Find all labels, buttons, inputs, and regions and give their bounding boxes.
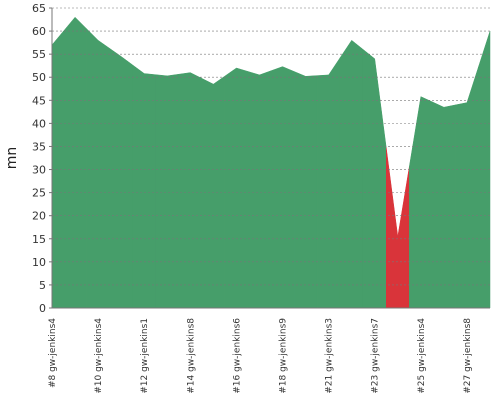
y-tick-label: 65: [32, 2, 46, 15]
x-tick-label: #16 gw-jenkins6: [232, 318, 242, 394]
y-tick-label: 15: [32, 233, 46, 246]
y-tick-label: 20: [32, 210, 46, 223]
x-tick-label: #8 gw-jenkins4: [48, 318, 58, 388]
x-tick-label: #14 gw-jenkins8: [186, 318, 196, 394]
area-segment: [316, 56, 341, 309]
area-segment: [455, 66, 479, 309]
area-segment: [224, 67, 249, 309]
area-segment: [386, 147, 410, 309]
area-segment: [109, 47, 133, 309]
area-segment: [362, 49, 387, 309]
y-tick-label: 0: [39, 302, 46, 315]
y-axis-label: mn: [4, 147, 20, 170]
y-tick-label: 30: [32, 164, 46, 177]
y-tick-label: 25: [32, 187, 46, 200]
y-tick-label: 5: [39, 279, 46, 292]
area-segment: [201, 75, 226, 309]
area-segment: [247, 70, 272, 309]
x-tick-label: #10 gw-jenkins4: [94, 318, 104, 394]
area-segment: [339, 39, 364, 309]
area-segment: [178, 72, 203, 309]
area-segment: [155, 73, 180, 309]
x-tick-label: #25 gw-jenkins4: [417, 318, 427, 394]
area-segment: [86, 28, 110, 309]
area-segment: [132, 64, 156, 309]
x-tick-label: #12 gw-jenkins1: [140, 318, 150, 394]
y-tick-label: 45: [32, 94, 46, 107]
area-segment: [63, 16, 87, 309]
area-segment: [409, 96, 433, 309]
x-tick-label: #27 gw-jenkins8: [463, 318, 473, 394]
y-tick-label: 35: [32, 140, 46, 153]
y-tick-label: 10: [32, 256, 46, 269]
area-segment: [270, 66, 295, 309]
y-tick-label: 55: [32, 48, 46, 61]
x-tick-label: #18 gw-jenkins9: [279, 318, 289, 394]
x-tick-label: #23 gw-jenkins7: [371, 318, 381, 394]
y-tick-label: 50: [32, 71, 46, 84]
area-segment: [432, 101, 456, 309]
x-tick-label: #21 gw-jenkins3: [325, 318, 335, 394]
y-tick-label: 60: [32, 25, 46, 38]
area-segment: [293, 71, 318, 309]
y-tick-label: 40: [32, 117, 46, 130]
